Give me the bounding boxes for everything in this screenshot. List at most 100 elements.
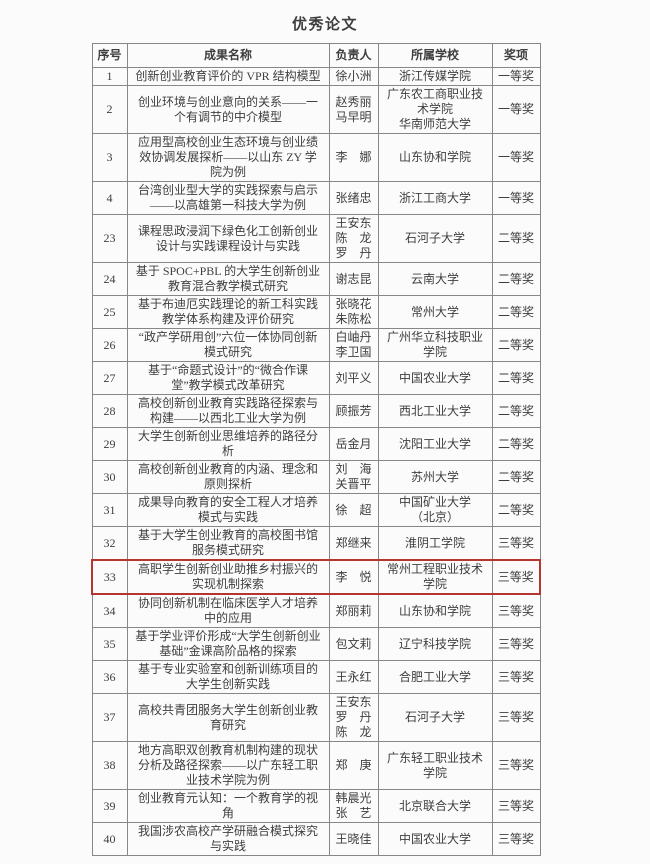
award-level: 二等奖: [491, 493, 541, 527]
award-level: 三等奖: [491, 593, 541, 628]
achievement-name: 成果导向教育的安全工程人才培养模式与实践: [126, 493, 330, 527]
school-names: 淮阴工学院: [377, 526, 493, 561]
award-level: 二等奖: [491, 295, 541, 329]
table-row: 23 课程思政浸润下绿色化工创新创业设计与实践课程设计与实践 王安东 陈 龙 罗 丹…: [91, 214, 541, 263]
leader-names: 张晓花 朱陈松: [328, 295, 379, 329]
achievement-name: 基于学业评价形成“大学生创新创业基础”金课高阶品格的探索: [126, 627, 330, 661]
award-level: 二等奖: [491, 328, 541, 362]
achievement-name: 创业环境与创业意向的关系——一个有调节的中介模型: [126, 85, 330, 134]
achievement-name: 地方高职双创教育机制构建的现状分析及路径探索——以广东轻工职业技术学院为例: [126, 741, 330, 790]
school-names: 沈阳工业大学: [377, 427, 493, 461]
leader-names: 李 悦: [328, 559, 379, 595]
achievement-name: 基于专业实验室和创新训练项目的大学生创新实践: [126, 660, 330, 694]
achievement-name: 课程思政浸润下绿色化工创新创业设计与实践课程设计与实践: [126, 214, 330, 263]
school-names: 广州华立科技职业学院: [377, 328, 493, 362]
school-names: 西北工业大学: [377, 394, 493, 428]
table-row: 2 创业环境与创业意向的关系——一个有调节的中介模型 赵秀丽 马早明 广东农工商职业技…: [91, 85, 541, 134]
row-number: 38: [91, 741, 128, 790]
achievement-name: “政产学研用创”六位一体协同创新模式研究: [126, 328, 330, 362]
school-names: 云南大学: [377, 262, 493, 296]
leader-names: 王永红: [328, 660, 379, 694]
column-header-award: 奖项: [491, 43, 541, 68]
school-names: 中国矿业大学 （北京）: [377, 493, 493, 527]
row-number: 2: [91, 85, 128, 134]
row-number: 37: [91, 693, 128, 742]
table-row: 3 应用型高校创业生态环境与创业绩效协调发展探析——以山东 ZY 学院为例李 娜山…: [91, 133, 541, 182]
table-row: 40 我国涉农高校产学研融合模式探究与实践 王晓佳 中国农业大学 三等奖: [91, 822, 541, 856]
school-names: 石河子大学: [377, 214, 493, 263]
award-level: 一等奖: [491, 67, 541, 86]
column-header-school: 所属学校: [377, 43, 493, 68]
award-level: 一等奖: [491, 133, 541, 182]
leader-names: 郑继来: [328, 526, 379, 561]
leader-names: 谢志昆: [328, 262, 379, 296]
leader-names: 顾振芳: [328, 394, 379, 428]
award-level: 三等奖: [491, 789, 541, 823]
table-row: 27 基于“命题式设计”的“微合作课堂”教学模式改革研究 刘平义 中国农业大学 二等奖: [91, 361, 541, 395]
achievement-name: 高职学生创新创业助推乡村振兴的实现机制探索: [126, 559, 330, 595]
row-number: 33: [91, 559, 128, 595]
row-number: 23: [91, 214, 128, 263]
school-names: 苏州大学: [377, 460, 493, 494]
school-names: 常州大学: [377, 295, 493, 329]
page-title: 优秀论文: [291, 17, 358, 33]
award-level: 二等奖: [491, 394, 541, 428]
column-header-no: 序号: [91, 43, 128, 68]
school-names: 浙江传媒学院: [377, 67, 493, 86]
row-number: 30: [91, 460, 128, 494]
leader-names: 包文莉: [328, 627, 379, 661]
header-row: 序号 成果名称 负责人 所属学校 奖项: [91, 43, 541, 68]
table-row-highlighted: 33 高职学生创新创业助推乡村振兴的实现机制探索李 悦常州工程职业技术学院 三等奖: [91, 559, 541, 595]
achievement-name: 高校创新创业教育的内涵、理念和原则探析: [126, 460, 330, 494]
results-table: 序号 成果名称 负责人 所属学校 奖项 1 创新创业教育评价的 VPR 结构模型徐…: [91, 43, 541, 856]
results-table-body: 1 创新创业教育评价的 VPR 结构模型 徐小洲 浙江传媒学院 一等奖 2 创业环境与创业意…: [91, 67, 541, 856]
award-level: 三等奖: [491, 526, 541, 561]
achievement-name: 高校创新创业教育实践路径探索与构建——以西北工业大学为例: [126, 394, 330, 428]
school-names: 广东轻工职业技术学院: [377, 741, 493, 790]
leader-names: 郑 庚: [328, 741, 379, 790]
leader-names: 王安东 陈 龙 罗 丹: [328, 214, 379, 263]
row-number: 32: [91, 526, 128, 561]
achievement-name: 创业教育元认知：一个教育学的视角: [126, 789, 330, 823]
leader-names: 王安东 罗 丹 陈 龙: [328, 693, 379, 742]
school-names: 中国农业大学: [377, 822, 493, 856]
school-names: 山东协和学院: [377, 133, 493, 182]
table-row: 28 高校创新创业教育实践路径探索与构建——以西北工业大学为例 顾振芳 西北工业大学二…: [91, 394, 541, 428]
table-row: 37 高校共青团服务大学生创新创业教育研究 王安东 罗 丹 陈 龙石河子大学 三等奖: [91, 693, 541, 742]
school-names: 常州工程职业技术学院: [377, 559, 493, 595]
award-level: 二等奖: [491, 460, 541, 494]
award-level: 一等奖: [491, 181, 541, 215]
award-level: 二等奖: [491, 361, 541, 395]
column-header-name: 成果名称: [126, 43, 330, 68]
leader-names: 李 娜: [328, 133, 379, 182]
award-level: 三等奖: [491, 693, 541, 742]
leader-names: 徐小洲: [328, 67, 379, 86]
row-number: 25: [91, 295, 128, 329]
row-number: 3: [91, 133, 128, 182]
row-number: 26: [91, 328, 128, 362]
achievement-name: 创新创业教育评价的 VPR 结构模型: [126, 67, 330, 86]
row-number: 4: [91, 181, 128, 215]
award-level: 二等奖: [491, 262, 541, 296]
school-names: 中国农业大学: [377, 361, 493, 395]
table-row: 36 基于专业实验室和创新训练项目的大学生创新实践 王永红 合肥工业大学 三等奖: [91, 660, 541, 694]
leader-names: 赵秀丽 马早明: [328, 85, 379, 134]
leader-names: 韩晨光 张 艺: [328, 789, 379, 823]
award-level: 一等奖: [491, 85, 541, 134]
achievement-name: 基于布迪厄实践理论的新工科实践教学体系构建及评价研究: [126, 295, 330, 329]
row-number: 40: [91, 822, 128, 856]
school-names: 广东农工商职业技术学院 华南师范大学: [377, 85, 493, 134]
leader-names: 郑丽莉: [328, 593, 379, 628]
table-row: 32 基于大学生创业教育的高校图书馆服务模式研究 郑继来 淮阴工学院 三等奖: [91, 526, 541, 561]
award-level: 三等奖: [491, 741, 541, 790]
table-row: 34 协同创新机制在临床医学人才培养中的应用 郑丽莉 山东协和学院 三等奖: [91, 593, 541, 628]
leader-names: 徐 超: [328, 493, 379, 527]
school-names: 石河子大学: [377, 693, 493, 742]
leader-names: 刘 海 关晋平: [328, 460, 379, 494]
award-level: 二等奖: [491, 214, 541, 263]
row-number: 35: [91, 627, 128, 661]
table-row: 30 高校创新创业教育的内涵、理念和原则探析刘 海 关晋平 苏州大学 二等奖: [91, 460, 541, 494]
achievement-name: 应用型高校创业生态环境与创业绩效协调发展探析——以山东 ZY 学院为例: [126, 133, 330, 182]
row-number: 31: [91, 493, 128, 527]
table-row: 35 基于学业评价形成“大学生创新创业基础”金课高阶品格的探索 包文莉 辽宁科技学院三…: [91, 627, 541, 661]
